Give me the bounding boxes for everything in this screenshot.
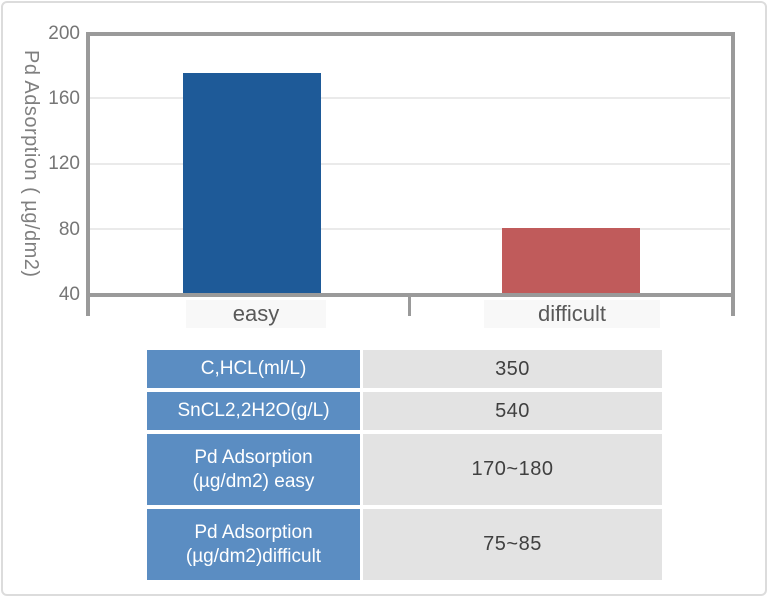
row-value: 350: [363, 350, 662, 388]
y-tick-80: 80: [58, 219, 80, 240]
x-axis-line: [86, 293, 735, 297]
row-value: 75~85: [363, 509, 662, 580]
row-header: Pd Adsorption (µg/dm2)difficult: [147, 509, 360, 580]
row-header: C,HCL(ml/L): [147, 350, 360, 388]
y-axis-line: [86, 32, 90, 316]
y-tick-160: 160: [48, 88, 80, 109]
gridline-80: [90, 228, 730, 230]
row-header: SnCL2,2H2O(g/L): [147, 392, 360, 430]
table-row: Pd Adsorption (µg/dm2) easy 170~180: [147, 434, 662, 505]
bar-chart: Pd Adsorption ( µg/dm2) 200 160 120 80 4…: [20, 23, 735, 328]
gridline-160: [90, 97, 730, 99]
y-axis-title: Pd Adsorption ( µg/dm2): [20, 50, 42, 278]
table-row: C,HCL(ml/L) 350: [147, 350, 662, 388]
x-axis-tick: [408, 297, 411, 316]
x-category-label-difficult: difficult: [484, 300, 660, 328]
table-row: Pd Adsorption (µg/dm2)difficult 75~85: [147, 509, 662, 580]
gridline-120: [90, 163, 730, 165]
y-tick-120: 120: [48, 153, 80, 174]
x-category-label-easy: easy: [186, 300, 326, 328]
plot-right-border: [731, 32, 735, 316]
table-row: SnCL2,2H2O(g/L) 540: [147, 392, 662, 430]
bar-difficult: [502, 228, 640, 293]
row-header: Pd Adsorption (µg/dm2) easy: [147, 434, 360, 505]
plot-top-border: [86, 32, 735, 36]
bar-easy: [183, 73, 321, 293]
y-tick-200: 200: [48, 23, 80, 44]
row-value: 540: [363, 392, 662, 430]
y-tick-40: 40: [58, 284, 80, 305]
parameter-table: C,HCL(ml/L) 350 SnCL2,2H2O(g/L) 540 Pd A…: [147, 350, 662, 580]
row-value: 170~180: [363, 434, 662, 505]
